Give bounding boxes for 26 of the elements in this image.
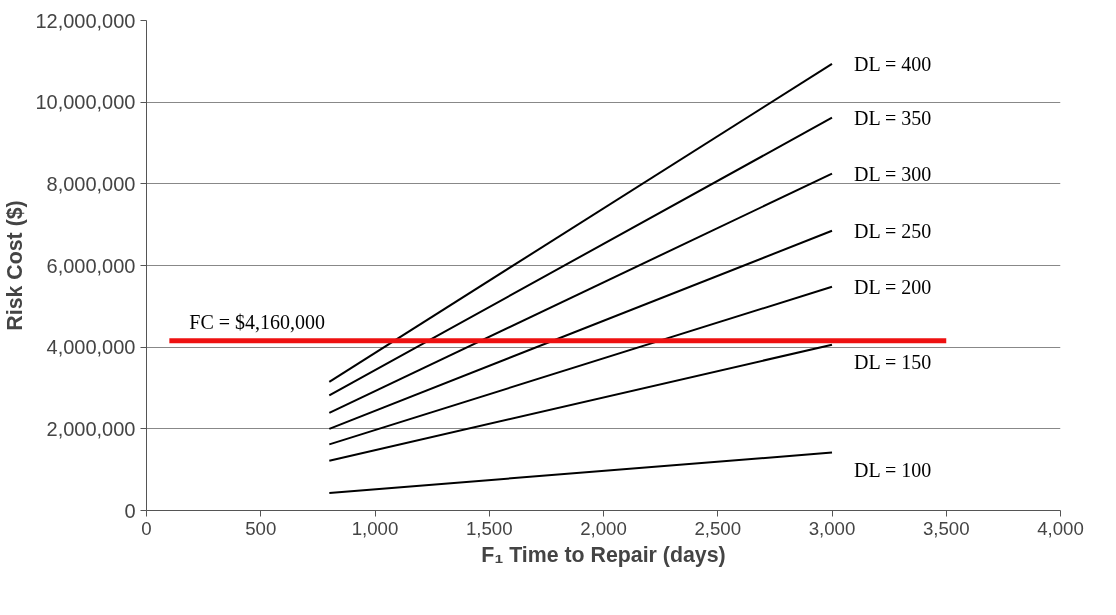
x-tick-label: 0 [141,517,152,539]
series-label: DL = 300 [854,162,932,185]
y-tick-label: 10,000,000 [35,91,136,114]
series-label: DL = 400 [854,52,932,75]
series-label: DL = 200 [854,275,932,298]
x-tick-label: 3,500 [922,517,970,539]
y-tick-label: 12,000,000 [35,9,136,32]
series-label: DL = 350 [854,106,932,129]
x-tick-label: 4,000 [1037,517,1084,539]
x-tick-label: 500 [245,517,277,539]
x-tick-label: 1,000 [351,517,399,539]
annotation: FC = $4,160,000 [189,310,326,333]
x-axis-title: F₁ Time to Repair (days) [481,542,726,567]
x-tick-label: 2,000 [580,517,627,539]
y-tick-label: 6,000,000 [46,254,136,277]
x-tick-label: 3,000 [808,517,856,539]
x-tick-label: 2,500 [694,517,742,539]
y-tick-label: 2,000,000 [46,417,136,440]
series-label: DL = 250 [854,219,932,242]
series-label: DL = 100 [854,458,932,481]
series-label: DL = 150 [854,350,932,373]
y-axis-title: Risk Cost ($) [3,200,28,331]
y-tick-label: 0 [124,499,136,522]
y-tick-label: 8,000,000 [46,172,136,195]
x-tick-label: 1,500 [465,517,513,539]
y-tick-label: 4,000,000 [46,336,136,359]
